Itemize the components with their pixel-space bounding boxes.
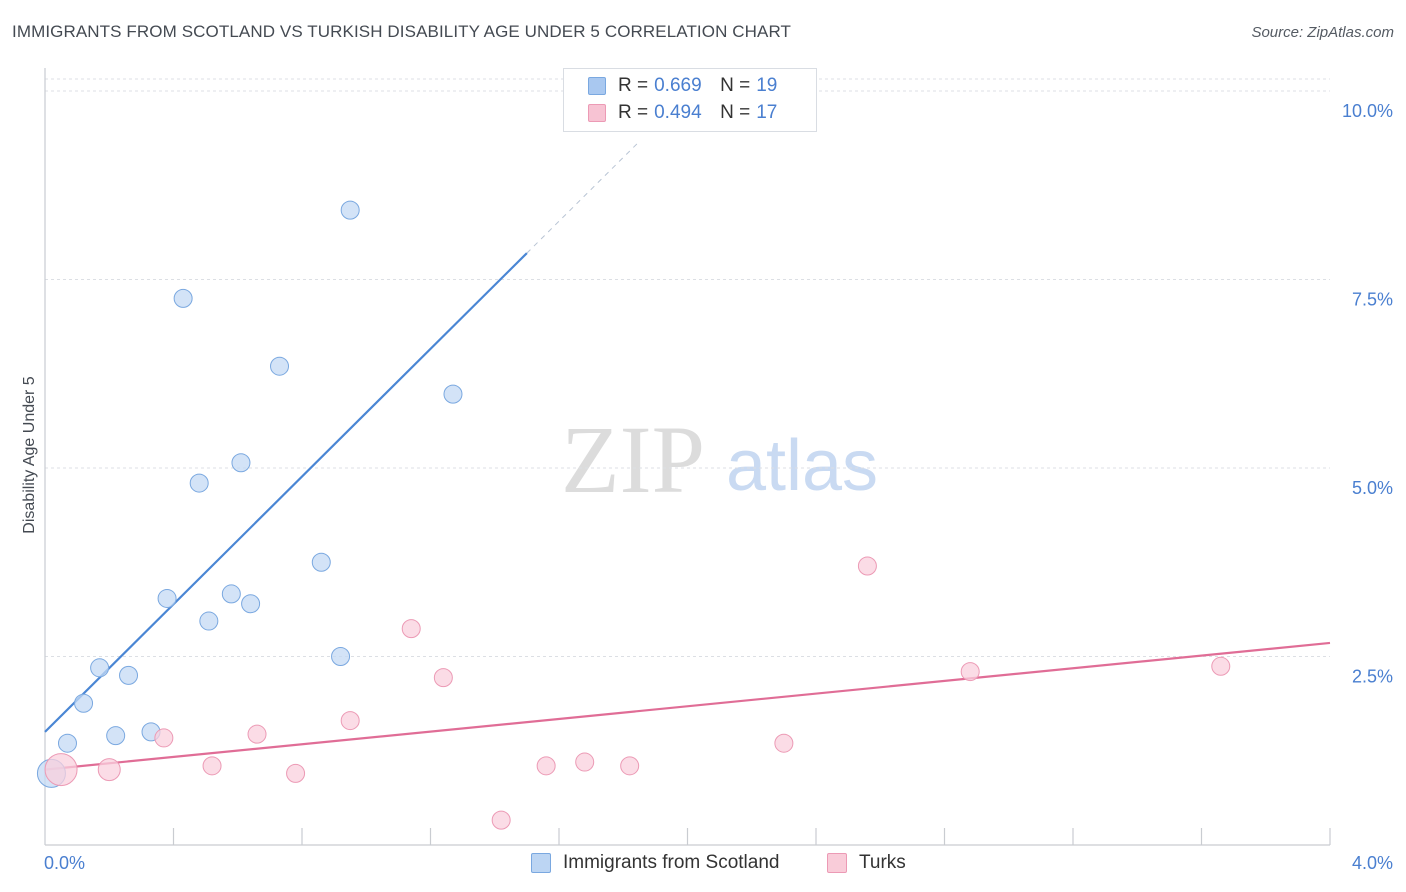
data-point-scotland[interactable]	[74, 693, 94, 713]
legend-row-scotland: R = 0.669 N = 19	[588, 73, 777, 99]
data-point-scotland[interactable]	[270, 356, 290, 376]
data-point-turks[interactable]	[575, 752, 595, 772]
y-tick-label: 5.0%	[1352, 478, 1393, 498]
data-point-turks[interactable]	[1211, 656, 1231, 676]
n-label: N =	[720, 102, 751, 123]
r-label: R =	[618, 102, 649, 123]
x-tick-label-min: 0.0%	[44, 853, 85, 873]
data-point-turks[interactable]	[491, 810, 511, 830]
data-point-scotland[interactable]	[340, 200, 360, 220]
data-point-scotland[interactable]	[106, 726, 126, 746]
data-point-turks[interactable]	[247, 724, 267, 744]
trend-line-turks	[44, 641, 1331, 771]
data-point-turks[interactable]	[620, 756, 640, 776]
data-point-scotland[interactable]	[119, 665, 139, 685]
data-point-scotland[interactable]	[443, 384, 463, 404]
data-point-turks[interactable]	[44, 753, 78, 787]
y-tick-label: 10.0%	[1342, 101, 1393, 121]
data-point-scotland[interactable]	[311, 552, 331, 572]
legend-label-scotland: Immigrants from Scotland	[563, 852, 780, 873]
data-point-turks[interactable]	[857, 556, 877, 576]
legend-swatch-turks	[827, 853, 847, 873]
chart-title: IMMIGRANTS FROM SCOTLAND VS TURKISH DISA…	[12, 22, 792, 41]
data-point-turks[interactable]	[97, 758, 121, 782]
watermark-zip: ZIP	[561, 406, 705, 513]
r-label: R =	[618, 75, 649, 96]
n-value-turks: 17	[756, 102, 778, 123]
legend-item-scotland[interactable]: Immigrants from Scotland	[531, 852, 779, 874]
legend-swatch-turks	[588, 104, 606, 122]
source-label: Source: ZipAtlas.com	[1251, 24, 1394, 41]
watermark-atlas: atlas	[726, 426, 878, 506]
data-point-scotland[interactable]	[90, 658, 110, 678]
data-point-turks[interactable]	[401, 619, 421, 639]
data-point-scotland[interactable]	[231, 453, 251, 473]
legend-item-turks[interactable]: Turks	[827, 852, 906, 874]
y-tick-label: 7.5%	[1352, 290, 1393, 310]
data-point-turks[interactable]	[960, 662, 980, 682]
legend-swatch-scotland	[531, 853, 551, 873]
series-legend: Immigrants from Scotland Turks	[0, 852, 1406, 878]
n-label: N =	[720, 75, 751, 96]
data-point-scotland[interactable]	[221, 584, 241, 604]
data-point-turks[interactable]	[536, 756, 556, 776]
legend-row-turks: R = 0.494 N = 17	[588, 100, 777, 126]
data-point-scotland[interactable]	[199, 611, 219, 631]
legend-swatch-scotland	[588, 77, 606, 95]
data-point-turks[interactable]	[286, 763, 306, 783]
correlation-legend: R = 0.669 N = 19 R = 0.494 N = 17	[563, 68, 817, 132]
trend-line-scotland	[44, 252, 528, 733]
n-value-scotland: 19	[756, 75, 778, 96]
r-value-scotland: 0.669	[654, 75, 702, 96]
y-tick-label: 2.5%	[1352, 667, 1393, 687]
data-point-scotland[interactable]	[331, 647, 351, 666]
data-point-turks[interactable]	[433, 668, 453, 688]
data-point-scotland[interactable]	[173, 288, 193, 308]
data-point-turks[interactable]	[154, 728, 174, 748]
data-point-turks[interactable]	[774, 733, 794, 753]
data-point-scotland[interactable]	[57, 733, 77, 753]
data-point-turks[interactable]	[340, 711, 360, 731]
data-point-scotland[interactable]	[241, 594, 261, 614]
r-value-turks: 0.494	[654, 102, 702, 123]
data-point-scotland[interactable]	[189, 473, 209, 493]
data-point-scotland[interactable]	[157, 588, 177, 608]
data-point-turks[interactable]	[202, 756, 222, 776]
x-tick-label-max: 4.0%	[1352, 853, 1393, 873]
legend-label-turks: Turks	[859, 852, 906, 873]
trend-line-extension	[526, 141, 640, 254]
